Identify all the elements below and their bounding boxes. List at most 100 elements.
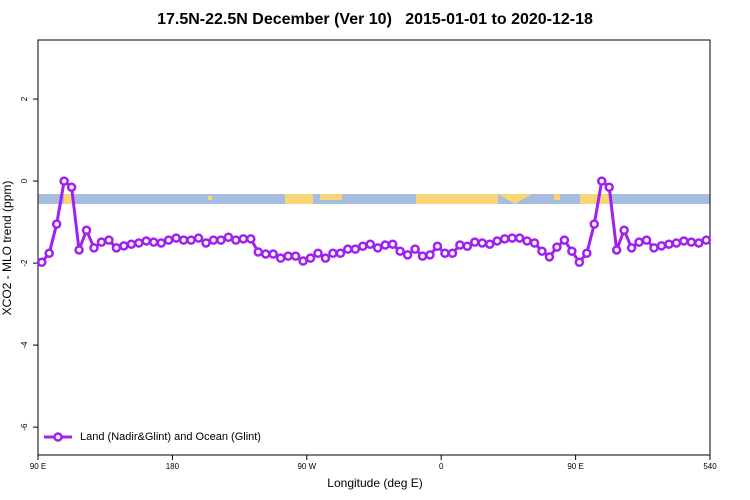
data-point [462, 241, 473, 252]
data-point [178, 235, 189, 245]
data-point [51, 219, 62, 229]
data-point [305, 253, 316, 263]
data-point [611, 245, 622, 255]
y-axis-label: XCO2 - MLO trend (ppm) [0, 181, 14, 316]
x-axis-label: Longitude (deg E) [327, 476, 422, 490]
data-point [59, 176, 69, 186]
data-point [604, 182, 614, 192]
data-point [171, 233, 181, 243]
data-point [694, 238, 704, 248]
data-point [44, 248, 54, 258]
data-point [343, 244, 353, 254]
data-point [201, 238, 211, 248]
data-point [223, 232, 234, 242]
data-point [447, 248, 458, 258]
data-point [582, 248, 592, 258]
data-point [522, 236, 532, 246]
data-point [246, 234, 256, 244]
data-point [544, 252, 555, 262]
data-point [238, 234, 249, 244]
data-point [514, 233, 525, 243]
data-point [89, 243, 99, 253]
plot-frame [37, 39, 711, 456]
data-point [499, 234, 510, 244]
y-tick-label: -4 [20, 341, 29, 349]
data-point [350, 244, 361, 254]
data-point [589, 219, 600, 229]
data-point [402, 250, 413, 260]
data-point [36, 257, 47, 268]
x-tick-label: 90 W [297, 462, 316, 471]
data-point [290, 251, 301, 261]
data-point [701, 235, 712, 245]
data-point [193, 233, 204, 243]
data-point [156, 238, 166, 248]
data-point [679, 236, 689, 246]
data-point [74, 245, 84, 255]
data-point [484, 239, 495, 249]
data-point [111, 243, 122, 253]
data-point [335, 248, 346, 258]
data-point [529, 238, 540, 248]
data-point [216, 235, 226, 245]
data-point [410, 244, 420, 254]
data-point [626, 243, 637, 253]
legend-marker [53, 432, 63, 442]
data-point [656, 241, 667, 251]
data-point [574, 257, 585, 268]
data-point [425, 250, 435, 260]
data-point [275, 253, 286, 263]
data-point [477, 238, 488, 248]
data-point [313, 248, 323, 258]
data-point [260, 249, 271, 259]
data-point [283, 251, 293, 261]
data-point [104, 235, 114, 245]
x-tick-label: 540 [703, 462, 717, 471]
data-point [372, 243, 383, 253]
data-point [432, 241, 443, 252]
data-point [119, 241, 129, 251]
data-point [328, 248, 338, 258]
data-point [634, 237, 644, 247]
x-tick-label: 90 E [567, 462, 583, 471]
data-point [148, 237, 159, 247]
data-point [81, 225, 92, 236]
data-point [320, 253, 331, 263]
data-point [365, 239, 376, 249]
data-point [686, 237, 697, 247]
data-point [96, 237, 107, 247]
data-point [537, 246, 547, 256]
data-point [567, 246, 577, 256]
data-point [440, 248, 450, 258]
x-tick-label: 180 [166, 462, 180, 471]
data-point [208, 235, 219, 245]
y-tick-label: -2 [20, 259, 29, 267]
data-point [163, 235, 174, 245]
data-point [268, 249, 278, 259]
x-tick-label: 90 E [30, 462, 46, 471]
data-point [492, 236, 502, 246]
data-point [66, 182, 77, 192]
data-point [596, 176, 607, 186]
data-point [507, 233, 517, 243]
data-point [395, 246, 405, 256]
data-point [664, 239, 674, 249]
data-point [380, 240, 390, 250]
chart-title: 17.5N-22.5N December (Ver 10) 2015-01-01… [157, 11, 593, 28]
data-point [470, 237, 480, 247]
data-point [455, 240, 465, 250]
land-ocean-strip [38, 194, 710, 204]
data-point [298, 256, 308, 266]
data-point [141, 236, 152, 246]
legend-label: Land (Nadir&Glint) and Ocean (Glint) [80, 431, 261, 443]
x-tick-label: 0 [439, 462, 444, 471]
y-tick-label: 2 [20, 96, 29, 101]
data-point [387, 239, 398, 249]
data-point [253, 247, 264, 257]
data-point [231, 235, 241, 245]
data-point [134, 238, 144, 248]
data-point [559, 235, 570, 245]
data-point [619, 225, 629, 236]
y-tick-label: 0 [20, 178, 29, 183]
